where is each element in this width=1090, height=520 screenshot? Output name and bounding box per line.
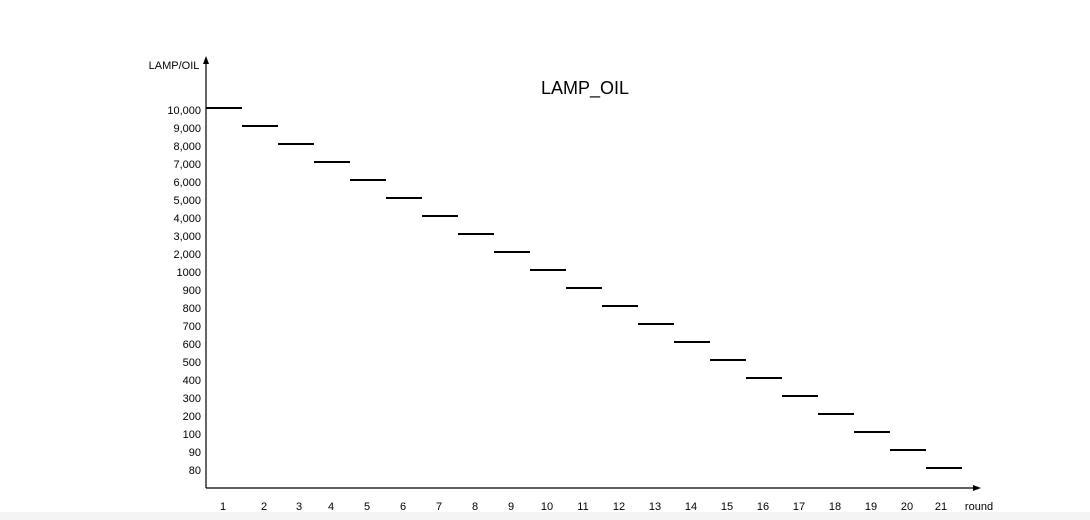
x-tick-label: 18 <box>829 501 841 513</box>
y-axis-arrow <box>203 56 209 64</box>
y-tick-label: 5,000 <box>173 195 201 207</box>
y-tick-label: 700 <box>183 321 201 333</box>
x-axis-title: round <box>965 501 993 513</box>
x-tick-label: 8 <box>472 501 478 513</box>
y-tick-label: 8,000 <box>173 141 201 153</box>
bottom-band <box>0 512 1090 520</box>
y-tick-label: 100 <box>183 429 201 441</box>
x-tick-label: 6 <box>400 501 406 513</box>
y-tick-label: 80 <box>189 465 201 477</box>
y-tick-label: 3,000 <box>173 231 201 243</box>
y-tick-label: 4,000 <box>173 213 201 225</box>
x-tick-label: 11 <box>577 501 588 513</box>
x-tick-label: 13 <box>649 501 661 513</box>
x-tick-label: 4 <box>328 501 334 513</box>
y-tick-label: 6,000 <box>173 177 201 189</box>
y-tick-label: 2,000 <box>173 249 201 261</box>
data-series <box>206 107 962 469</box>
x-tick-label: 20 <box>901 501 913 513</box>
x-tick-label: 3 <box>296 501 302 513</box>
x-tick-label: 12 <box>613 501 625 513</box>
x-tick-label: 17 <box>793 501 805 513</box>
x-axis-arrow <box>973 485 981 491</box>
y-tick-label: 400 <box>183 375 201 387</box>
x-tick-label: 2 <box>261 501 267 513</box>
y-tick-label: 9,000 <box>173 123 201 135</box>
y-tick-label: 600 <box>183 339 201 351</box>
x-tick-label: 1 <box>220 501 226 513</box>
x-tick-label: 16 <box>757 501 769 513</box>
x-tick-label: 21 <box>935 501 947 513</box>
x-tick-label: 7 <box>436 501 442 513</box>
y-tick-label: 500 <box>183 357 201 369</box>
y-tick-label: 90 <box>189 447 201 459</box>
y-tick-label: 7,000 <box>173 159 201 171</box>
y-tick-label: 200 <box>183 411 201 423</box>
x-tick-label: 14 <box>685 501 697 513</box>
y-tick-label: 800 <box>183 303 201 315</box>
x-tick-labels: 1 2 3 4 5 6 7 8 9 10 11 12 13 14 15 16 17 18 19 20 21 <box>220 501 947 513</box>
y-tick-labels: 10,000 9,000 8,000 7,000 6,000 5,000 4,000 3,00… <box>167 105 201 477</box>
y-axis-title: LAMP/OIL <box>149 60 200 72</box>
x-tick-label: 19 <box>865 501 877 513</box>
x-tick-label: 5 <box>364 501 370 513</box>
x-tick-label: 9 <box>508 501 514 513</box>
x-tick-label: 15 <box>721 501 733 513</box>
x-tick-label: 10 <box>541 501 553 513</box>
y-tick-label: 900 <box>183 285 201 297</box>
y-tick-label: 1000 <box>177 267 201 279</box>
y-tick-label: 10,000 <box>167 105 201 117</box>
y-tick-label: 300 <box>183 393 201 405</box>
chart-title: LAMP_OIL <box>541 78 629 99</box>
